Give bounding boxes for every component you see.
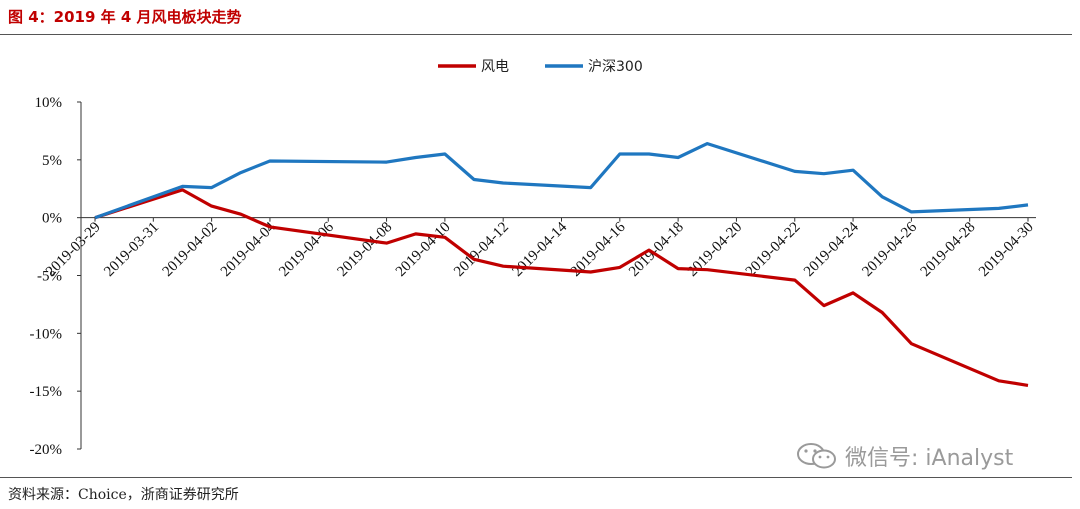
line-chart: 风电 沪深300 10% 5% 0% -5% -10% -15% -20% 2019-03-29… — [30, 59, 1037, 458]
legend-label: 风电 — [481, 59, 509, 75]
y-tick-label: -10% — [30, 326, 63, 342]
bottom-rule — [0, 477, 1072, 478]
y-tick-label: 0% — [42, 211, 62, 227]
x-tick-label: 2019-04-10 — [393, 219, 454, 280]
watermark: 微信号: iAnalyst — [795, 440, 1013, 472]
x-tick-label: 2019-04-26 — [859, 219, 920, 280]
chart-series — [94, 141, 1029, 387]
watermark-text: 微信号: iAnalyst — [845, 446, 1014, 471]
y-tick-label: -20% — [30, 442, 63, 458]
x-tick-label: 2019-04-08 — [335, 219, 396, 280]
x-tick-label: 2019-04-22 — [743, 219, 804, 280]
y-tick-label: -15% — [30, 384, 63, 400]
x-tick-label: 2019-04-24 — [801, 219, 862, 280]
y-tick-label: -5% — [37, 269, 62, 285]
x-tick-label: 2019-04-30 — [976, 219, 1037, 280]
series-line-wind-power — [94, 188, 1029, 387]
source-note: 资料来源：Choice，浙商证券研究所 — [8, 487, 239, 503]
y-tick-label: 10% — [35, 95, 63, 111]
figure-title: 图 4：2019 年 4 月风电板块走势 — [8, 8, 242, 26]
x-tick-label: 2019-03-29 — [43, 219, 104, 280]
series-line-csi300 — [94, 141, 1029, 220]
chart-axes: 10% 5% 0% -5% -10% -15% -20% 2019-03-292019-03-… — [30, 95, 1037, 458]
legend-label: 沪深300 — [588, 59, 643, 75]
wechat-icon — [797, 443, 836, 469]
x-tick-label: 2019-03-31 — [101, 219, 162, 280]
x-tick-label: 2019-04-18 — [626, 219, 687, 280]
legend: 风电 沪深300 — [438, 59, 643, 75]
x-tick-label: 2019-04-02 — [160, 219, 221, 280]
y-tick-label: 5% — [42, 153, 62, 169]
x-tick-label: 2019-04-28 — [918, 219, 979, 280]
top-rule — [0, 34, 1072, 35]
